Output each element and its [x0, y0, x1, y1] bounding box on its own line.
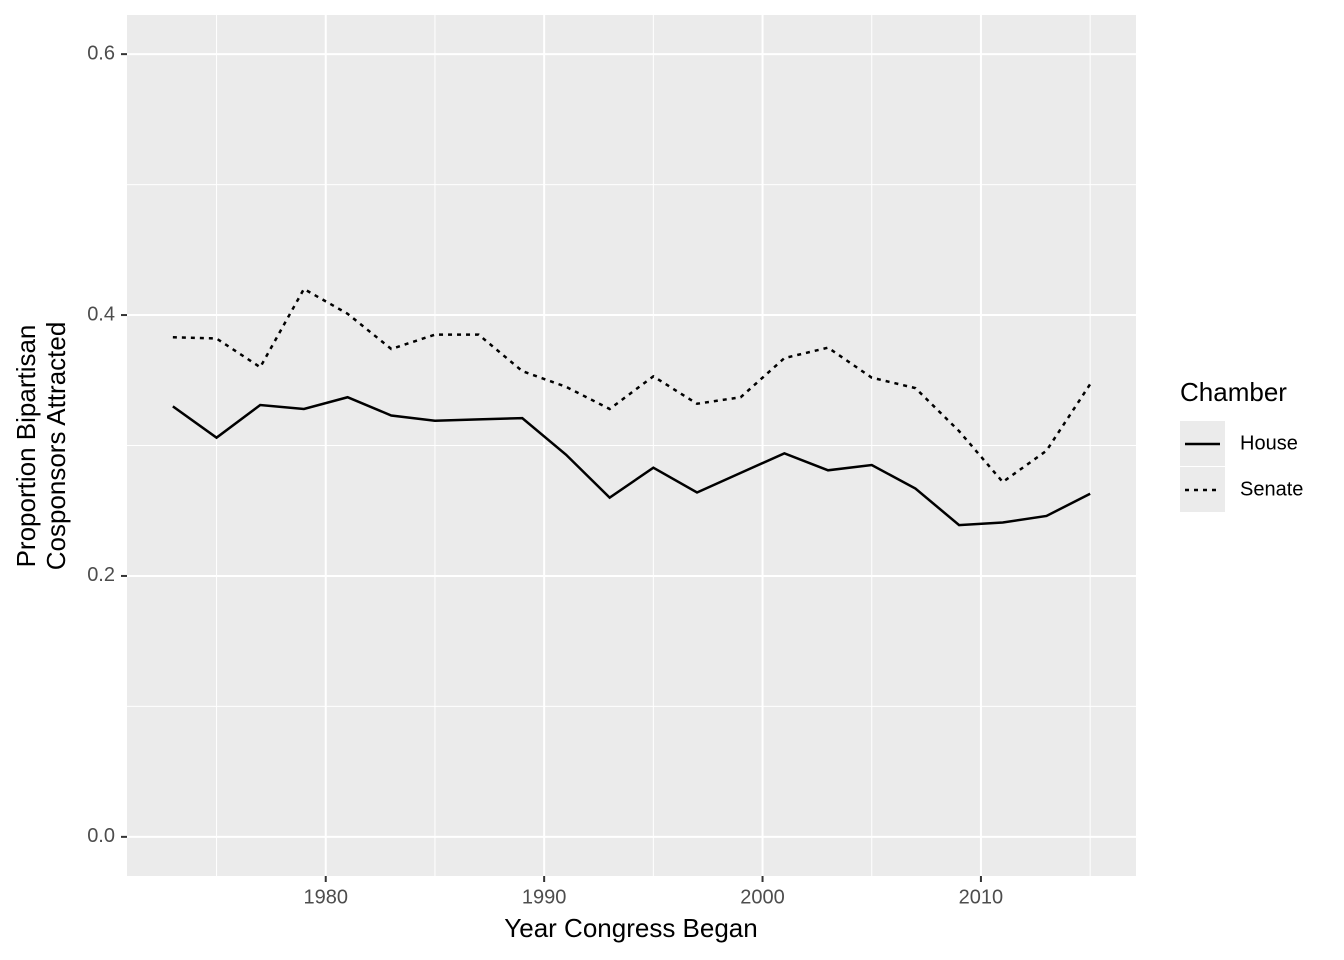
series-line [172, 395, 1091, 527]
y-tick-label: 0.0 [87, 825, 115, 847]
y-axis-title-line: Cosponsors Attracted [41, 322, 71, 571]
y-tick-label: 0.6 [87, 42, 115, 64]
grid [127, 15, 1136, 876]
y-tick-label: 0.4 [87, 303, 115, 325]
x-tick-label: 2000 [740, 886, 785, 908]
series-line [172, 287, 1092, 484]
x-tick-label: 1990 [522, 886, 567, 908]
legend-title: Chamber [1180, 377, 1287, 407]
legend: House Senate [1180, 421, 1303, 512]
x-tick-label: 1980 [303, 886, 348, 908]
marks [172, 287, 1092, 527]
y-axis-title-line: Proportion Bipartisan [11, 325, 41, 568]
x-tick-label: 2010 [959, 886, 1004, 908]
y-axis-title: Proportion Bipartisan Cosponsors Attract… [11, 322, 71, 571]
legend-label: Senate [1240, 478, 1303, 500]
y-tick-label: 0.2 [87, 564, 115, 586]
legend-label: House [1240, 432, 1298, 454]
x-axis-title: Year Congress Began [504, 913, 757, 943]
